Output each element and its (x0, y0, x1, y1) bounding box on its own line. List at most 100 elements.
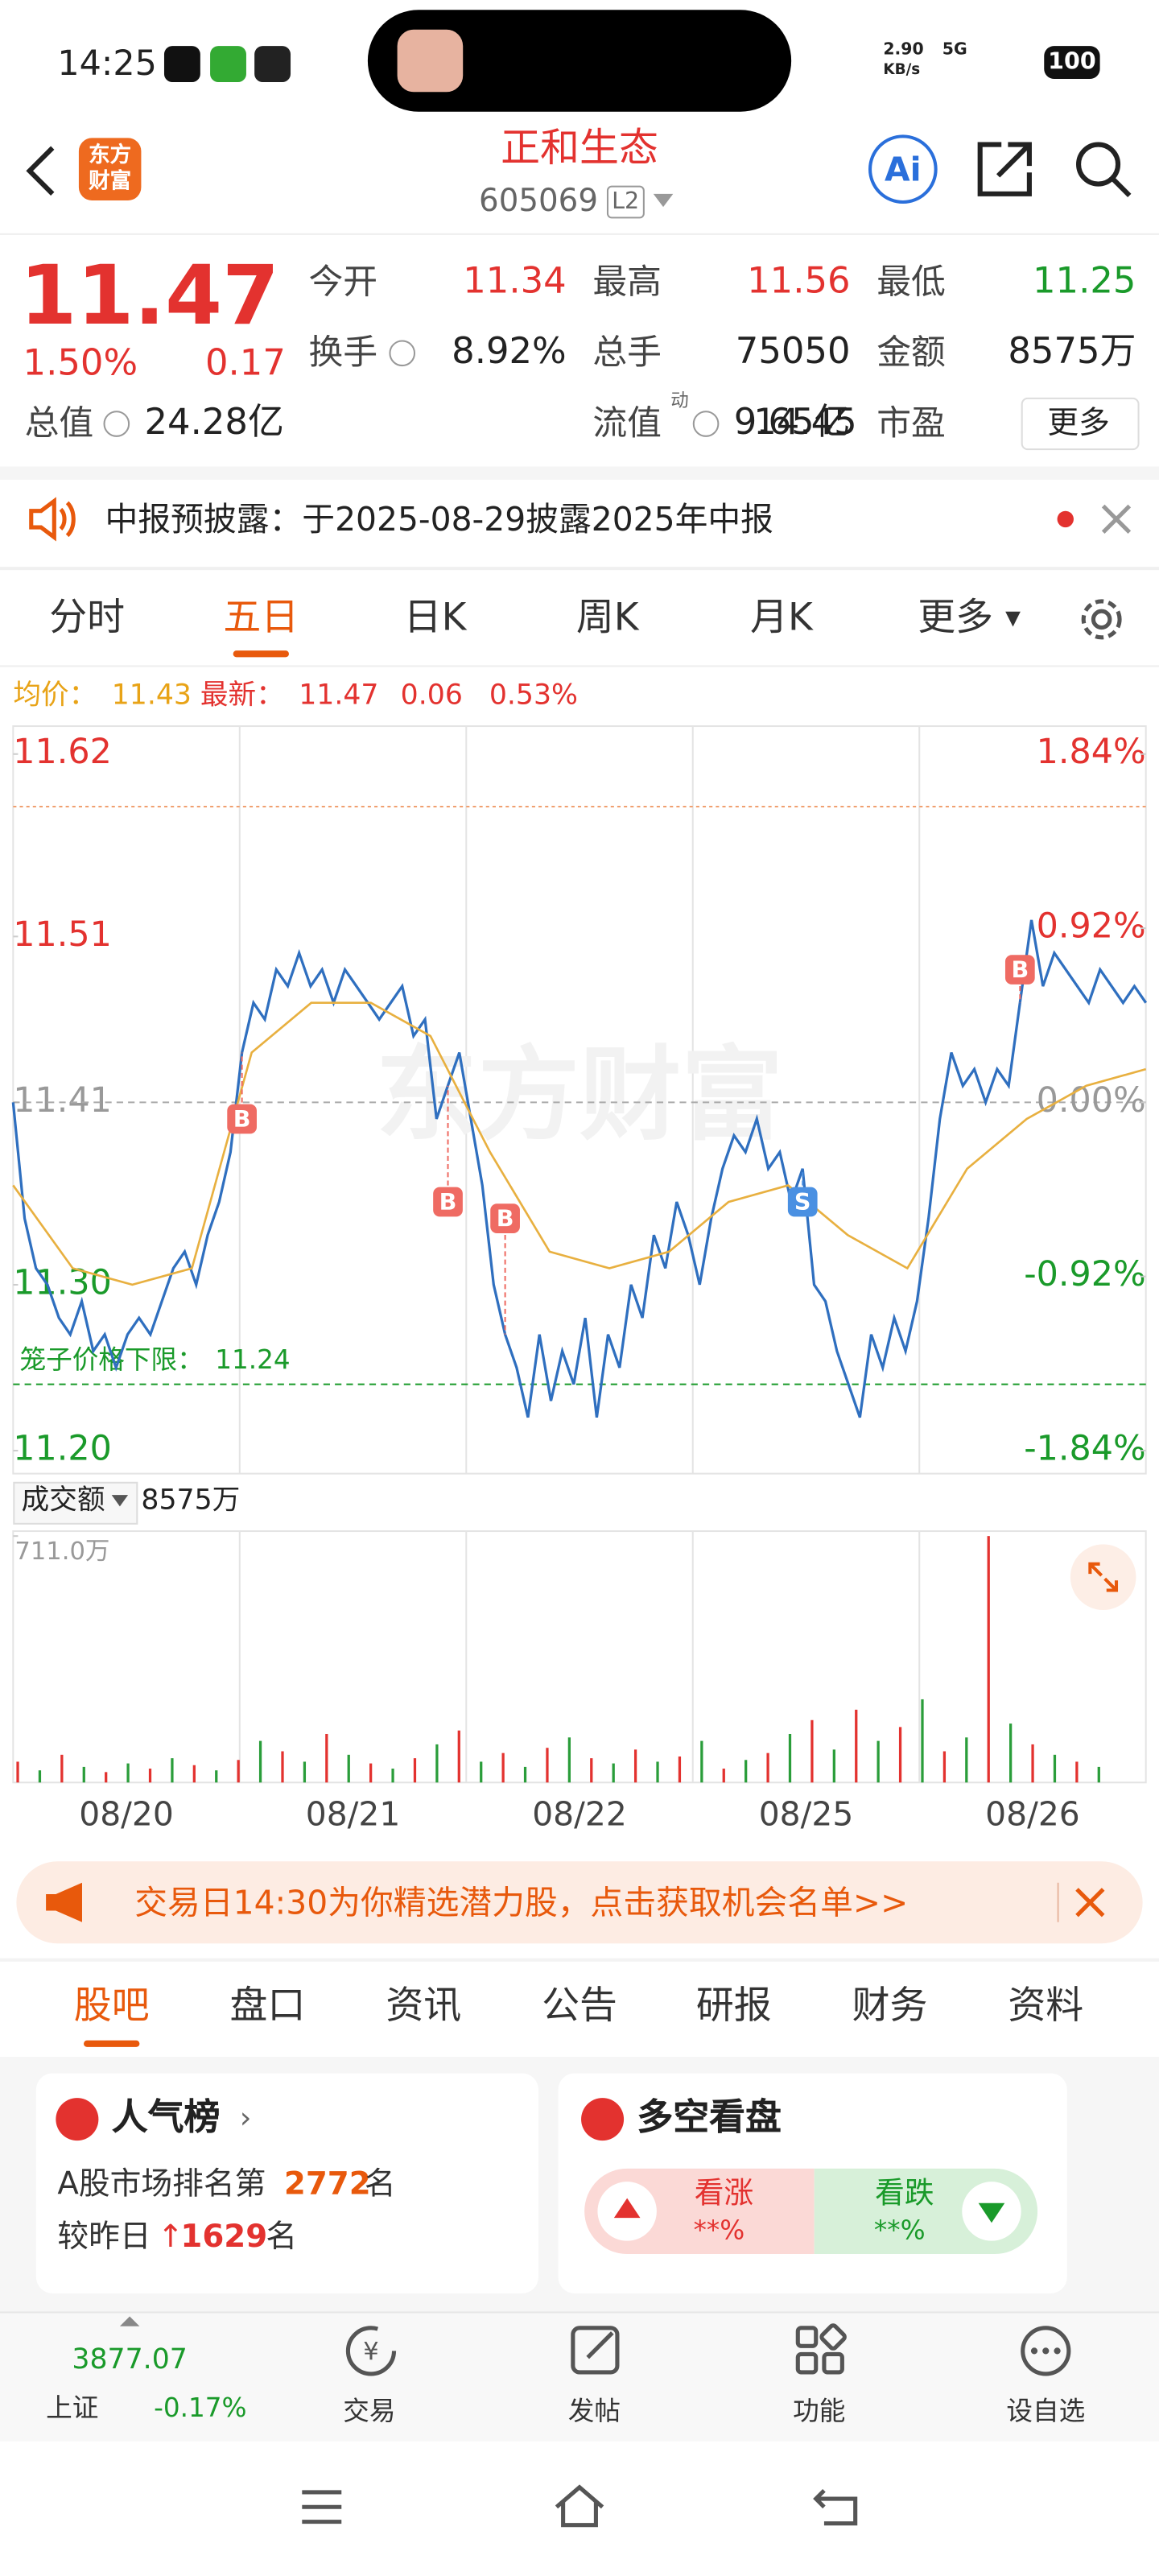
info-icon[interactable] (389, 340, 416, 367)
section-tab[interactable]: 盘口 (229, 1985, 306, 2029)
volume-bar (700, 1740, 703, 1783)
tab[interactable]: 分时 (49, 597, 126, 640)
battery (1044, 46, 1100, 79)
volume-bar (391, 1769, 394, 1783)
volume-bar (1009, 1724, 1013, 1783)
volume-bar (1053, 1754, 1057, 1783)
volume-bar (810, 1719, 814, 1783)
volume-tick-label: 711.0万 (14, 1538, 109, 1566)
notice[interactable]: 中报预披露：于2025-08-29披露2025年中报 (105, 499, 773, 539)
app-icon (254, 46, 291, 83)
svg-text:¥: ¥ (363, 2338, 378, 2366)
last-change: 0.06 (400, 679, 463, 712)
post-icon[interactable] (568, 2323, 624, 2379)
price-chart: 东方财富 11.62 11.51 11.41 11.30 11.20 1.84% 0.92% 0… (11, 725, 1148, 1475)
section-tab[interactable]: 财务 (852, 1985, 928, 2029)
volume-bar (678, 1756, 682, 1783)
volume-bar (16, 1761, 19, 1783)
volume-bar (612, 1763, 615, 1783)
close[interactable] (1074, 1886, 1107, 1919)
banner-text[interactable]: 交易日14:30为你精选潜力股，点击获取机会名单>> (134, 1882, 909, 1922)
volume-chart: 711.0万 (12, 1530, 1147, 1784)
volume-bar (788, 1733, 792, 1783)
y2-tick-label: 1.84% (1037, 732, 1146, 772)
menu[interactable] (299, 2487, 344, 2527)
field-value: 14.45 (753, 402, 857, 444)
dropdown[interactable] (653, 193, 677, 210)
search[interactable] (1074, 139, 1132, 198)
ai-button[interactable] (868, 134, 938, 204)
banner[interactable] (16, 1861, 1143, 1944)
tab[interactable]: 五日 (223, 597, 299, 640)
cage-label: 笼子价格下限： (19, 1344, 203, 1375)
rank-icon (56, 2098, 99, 2141)
volume-bar (523, 1766, 527, 1783)
tab[interactable]: 更多 (918, 597, 994, 640)
section-tab[interactable]: 公告 (542, 1985, 617, 2029)
network: 5G (942, 41, 967, 60)
rank-suffix: 名 (364, 2165, 396, 2202)
tab[interactable]: 日K (403, 597, 467, 640)
nav-item[interactable]: 发帖 (567, 2395, 621, 2427)
rank-prefix: A股市场排名第 (57, 2165, 266, 2202)
watch-icon[interactable] (1018, 2323, 1074, 2379)
back-system[interactable] (811, 2484, 864, 2530)
volume-bar (898, 1727, 902, 1783)
section-tab[interactable]: 研报 (695, 1985, 772, 2029)
expand[interactable] (1070, 1544, 1136, 1610)
field-value: 8575万 (1008, 332, 1136, 374)
ai-label: Ai (885, 149, 922, 189)
bottom-nav (0, 2311, 1159, 2442)
unread-dot (1057, 510, 1074, 528)
home[interactable] (551, 2481, 607, 2530)
rank-card[interactable] (35, 2073, 539, 2293)
func-icon[interactable] (793, 2323, 848, 2379)
vs-title: 多空看盘 (637, 2098, 782, 2140)
volume-bar (567, 1737, 571, 1783)
y-tick-label: 11.41 (13, 1080, 112, 1121)
field-value: 11.56 (747, 261, 851, 303)
close[interactable] (1100, 502, 1133, 535)
field-label: 市盈 (876, 403, 946, 443)
volume-label: 成交额 (21, 1484, 105, 1517)
nav-item[interactable]: 设自选 (1006, 2395, 1086, 2427)
y2-tick-label: 0.92% (1037, 906, 1146, 947)
volume-bar (369, 1763, 373, 1783)
trade-marker (787, 1187, 818, 1217)
volume-total: 8575万 (141, 1484, 241, 1517)
volume-bar (722, 1769, 725, 1783)
volume-bar (148, 1769, 152, 1783)
app-icon (210, 46, 246, 83)
volume-select[interactable] (13, 1481, 138, 1525)
info-icon[interactable] (103, 411, 130, 437)
y2-tick-label: 0.00% (1037, 1080, 1146, 1121)
volume-bar (192, 1765, 196, 1783)
back[interactable] (19, 142, 68, 200)
nav-item[interactable]: 功能 (793, 2395, 846, 2427)
index-change: -0.17% (154, 2392, 247, 2424)
volume-bar (876, 1740, 880, 1783)
nav-item[interactable]: 交易 (343, 2395, 396, 2427)
volume-bar (965, 1737, 968, 1783)
volume-bar (105, 1772, 108, 1783)
x-tick-label: 08/21 (305, 1794, 401, 1834)
volume-bar (171, 1758, 174, 1783)
more-button[interactable] (1021, 397, 1140, 451)
index-value: 3877.07 (72, 2343, 188, 2377)
tab[interactable]: 周K (575, 597, 639, 640)
trade-marker-label: B (439, 1188, 457, 1216)
tab[interactable]: 月K (750, 597, 813, 640)
section-tab[interactable]: 资讯 (386, 1985, 462, 2029)
stock-name: 正和生态 (501, 125, 658, 171)
tab-arrow: ▼ (1005, 606, 1021, 630)
tab-underline (233, 650, 289, 658)
section-tab[interactable]: 资料 (1008, 1985, 1084, 2029)
volume-bar (215, 1770, 218, 1783)
info-icon[interactable] (692, 411, 720, 437)
section-tab[interactable]: 股吧 (73, 1985, 150, 2029)
change: 0.17 (204, 343, 286, 385)
volume-bar (501, 1752, 505, 1783)
settings[interactable] (1077, 595, 1126, 644)
share[interactable] (975, 139, 1034, 198)
trade-icon[interactable]: ¥ (341, 2323, 400, 2379)
